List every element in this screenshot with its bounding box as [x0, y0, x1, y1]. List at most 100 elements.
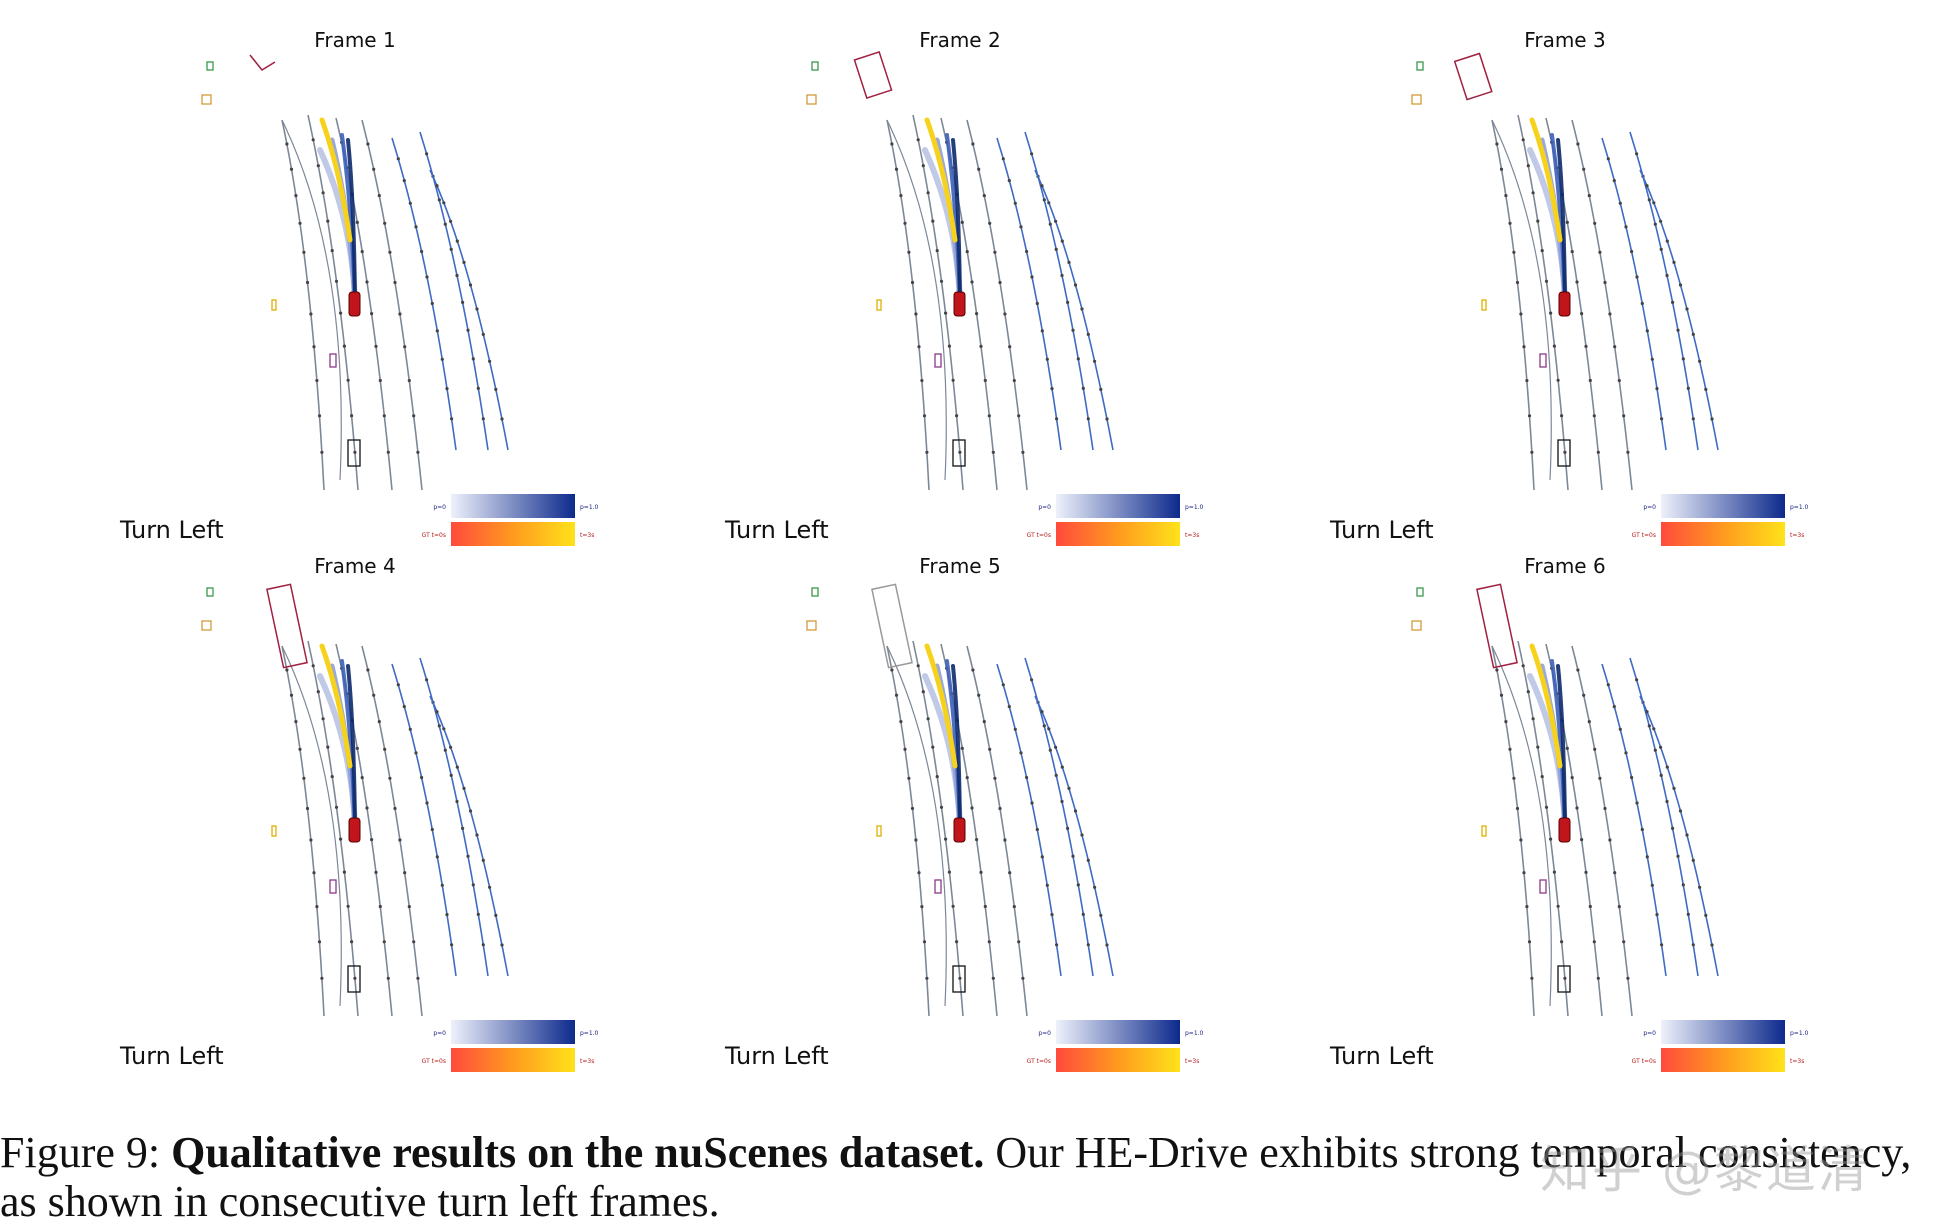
lane-waypoint — [1565, 220, 1569, 224]
lane-waypoint — [965, 776, 969, 780]
lane-waypoint — [1563, 976, 1567, 980]
lane-waypoint — [1635, 152, 1639, 156]
lane-waypoint — [1081, 912, 1085, 916]
lane-waypoint — [910, 280, 915, 285]
lane-waypoint — [455, 765, 459, 769]
lane-waypoint — [1526, 690, 1530, 694]
lane-waypoint — [374, 870, 378, 874]
lane-waypoint — [1495, 142, 1499, 146]
lane-waypoint — [1552, 870, 1556, 874]
lane-waypoint — [1576, 142, 1580, 146]
lane-waypoint — [1040, 329, 1044, 333]
lane-waypoint — [1521, 664, 1525, 668]
lane-waypoint — [339, 837, 343, 841]
lane-waypoint — [346, 904, 350, 908]
lane-waypoint — [468, 283, 473, 287]
lane-waypoint — [921, 690, 925, 694]
lane-waypoint — [1040, 710, 1044, 714]
lane-waypoint — [1608, 838, 1612, 842]
lane-waypoint — [971, 668, 975, 672]
lane-waypoint — [1021, 976, 1025, 980]
lane-waypoint — [1080, 307, 1084, 311]
lane-waypoint — [449, 247, 453, 251]
lane-waypoint — [1598, 776, 1602, 780]
lane-waypoint — [1612, 705, 1616, 709]
lane-waypoint — [1531, 717, 1535, 721]
lane-waypoint — [1048, 222, 1052, 226]
lane-waypoint — [1704, 387, 1708, 391]
legend-time-max: t=3s — [1185, 532, 1199, 539]
lane-waypoint — [346, 378, 350, 382]
lane-waypoint — [983, 904, 987, 909]
lane-waypoint — [977, 693, 981, 697]
legend-time-max: t=3s — [580, 532, 594, 539]
agent-box — [1416, 587, 1424, 597]
lane-waypoint — [1592, 414, 1596, 418]
lane-waypoint — [1060, 799, 1064, 804]
lane-waypoint — [302, 776, 306, 780]
lane-waypoint — [435, 710, 439, 714]
agent-box — [1539, 353, 1547, 368]
lane-waypoint — [366, 142, 370, 146]
lane-line — [335, 643, 393, 1017]
lane-waypoint — [988, 221, 992, 225]
lane-waypoint — [1549, 311, 1553, 315]
lane-waypoint — [975, 312, 979, 316]
agent-box — [206, 587, 214, 597]
lane-waypoint — [1001, 683, 1005, 687]
lane-waypoint — [285, 668, 289, 672]
lane-waypoint — [311, 664, 315, 668]
lane-waypoint — [1536, 745, 1540, 749]
lane-waypoint — [1653, 748, 1657, 752]
lane-waypoint — [1710, 417, 1714, 421]
gt-trajectory — [1529, 117, 1563, 243]
lane-waypoint — [305, 806, 310, 811]
lane-waypoint — [443, 748, 447, 752]
road-edge — [281, 119, 342, 481]
lane-waypoint — [1073, 283, 1078, 287]
lane-line — [281, 645, 325, 1017]
lane-waypoint — [353, 976, 357, 980]
lane-waypoint — [315, 379, 319, 383]
lane-waypoint — [445, 913, 449, 917]
agent-box — [806, 94, 817, 105]
lane-waypoint — [320, 976, 324, 980]
lane-line — [391, 137, 457, 451]
lane-waypoint — [1530, 976, 1534, 980]
agent-box — [329, 879, 337, 894]
agent-box — [934, 353, 942, 368]
lane-waypoint — [914, 838, 918, 842]
lane-waypoint — [1676, 854, 1680, 858]
agent-box — [811, 587, 819, 597]
lane-waypoint — [1681, 357, 1685, 361]
lane-waypoint — [398, 312, 402, 316]
lane-waypoint — [965, 250, 969, 254]
lane-waypoint — [1008, 871, 1012, 875]
lane-waypoint — [944, 837, 948, 841]
probability-colorbar — [1661, 1020, 1785, 1044]
ego-car — [348, 817, 361, 843]
lane-waypoint — [1596, 976, 1600, 980]
watermark-text: 知乎 @黎道清 — [1540, 1141, 1870, 1199]
lane-waypoint — [1671, 300, 1675, 304]
lane-waypoint — [894, 693, 899, 697]
lane-waypoint — [914, 312, 918, 316]
lane-waypoint — [890, 668, 894, 672]
lane-waypoint — [1672, 786, 1676, 790]
vehicle-box — [1476, 583, 1518, 669]
command-label: Turn Left — [724, 1042, 829, 1070]
road-edge — [281, 645, 342, 1007]
lane-waypoint — [894, 167, 899, 171]
lane-waypoint — [316, 164, 320, 168]
lane-waypoint — [1606, 683, 1610, 687]
lane-waypoint — [396, 683, 400, 687]
lane-waypoint — [461, 826, 465, 830]
lane-waypoint — [355, 746, 359, 750]
lane-line — [996, 663, 1062, 977]
lane-waypoint — [987, 940, 991, 944]
lane-waypoint — [1013, 727, 1017, 731]
planned-trajectory — [1556, 138, 1567, 304]
lane-waypoint — [449, 773, 453, 777]
panel-frame-2: Frame 2 Turn Left p=0 p=1.0 GT t=0s t=3s — [724, 28, 1204, 546]
lane-waypoint — [993, 250, 997, 254]
